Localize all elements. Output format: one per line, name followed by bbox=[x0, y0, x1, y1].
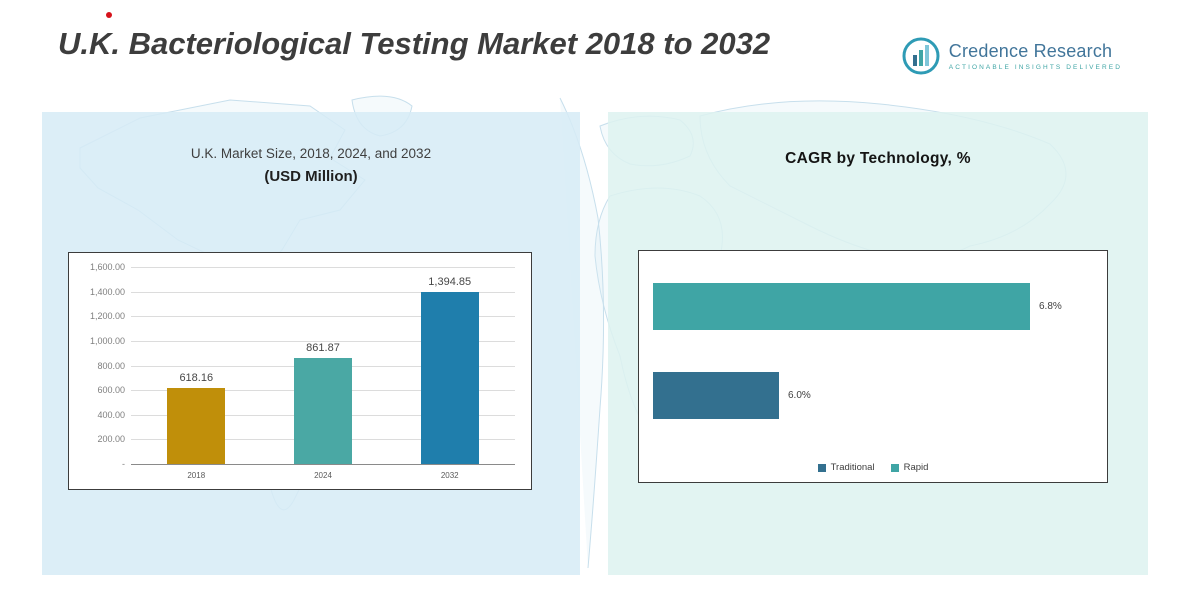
cagr-legend: Traditional Rapid bbox=[639, 462, 1107, 473]
market-size-title: U.K. Market Size, 2018, 2024, and 2032 (… bbox=[42, 146, 580, 185]
brand-name: Credence Research bbox=[948, 41, 1113, 61]
bar-2024: 861.87 bbox=[294, 267, 352, 464]
y-tick-label: 200.00 bbox=[97, 434, 125, 445]
brand-logo: Credence Research Actionable Insights De… bbox=[901, 36, 1122, 76]
brand-tagline: Actionable Insights Delivered bbox=[948, 64, 1122, 71]
bar-2018: 618.16 bbox=[167, 267, 226, 464]
page-title: U.K. Bacteriological Testing Market 2018… bbox=[58, 26, 771, 61]
cagr-panel: CAGR by Technology, % 6.8% 6.0% Traditio… bbox=[608, 112, 1148, 575]
market-size-plot-area: 1,600.00 1,400.00 1,200.00 1,000.00 800.… bbox=[90, 262, 515, 480]
bar-traditional: 6.0% bbox=[653, 372, 1093, 419]
bar-2032: 1,394.85 bbox=[420, 267, 479, 464]
y-tick-label: 400.00 bbox=[97, 409, 125, 420]
x-tick-label: 2032 bbox=[440, 471, 459, 480]
legend-label: Rapid bbox=[903, 462, 929, 473]
y-tick-label: 1,000.00 bbox=[89, 335, 125, 346]
cagr-title: CAGR by Technology, % bbox=[785, 150, 971, 167]
market-size-title-line2: (USD Million) bbox=[264, 168, 358, 185]
red-dot-decoration bbox=[106, 12, 112, 18]
bar-value-label: 6.8% bbox=[1039, 301, 1062, 312]
legend-item-traditional: Traditional bbox=[817, 462, 875, 473]
bar-value-label: 618.16 bbox=[179, 372, 214, 384]
bar-traditional-fill bbox=[653, 372, 779, 419]
bar-value-label: 861.87 bbox=[306, 342, 340, 354]
y-tick-label: 600.00 bbox=[97, 385, 125, 396]
cagr-chart: 6.8% 6.0% Traditional Rapid bbox=[638, 250, 1108, 483]
market-size-title-line1: U.K. Market Size, 2018, 2024, and 2032 bbox=[190, 146, 432, 161]
bar-value-label: 1,394.85 bbox=[428, 276, 472, 288]
bar-2018-fill bbox=[167, 388, 226, 464]
market-size-panel: U.K. Market Size, 2018, 2024, and 2032 (… bbox=[42, 112, 580, 575]
bar-rapid: 6.8% bbox=[653, 283, 1093, 330]
bar-2032-fill bbox=[420, 292, 479, 464]
legend-swatch-rapid bbox=[890, 463, 899, 472]
credence-logo-icon bbox=[902, 37, 940, 75]
bar-rapid-fill bbox=[653, 283, 1030, 330]
y-tick-label: 1,600.00 bbox=[89, 262, 125, 272]
brand-text: Credence Research Actionable Insights De… bbox=[949, 41, 1122, 71]
bar-value-label: 6.0% bbox=[788, 390, 811, 401]
x-tick-label: 2018 bbox=[187, 471, 206, 480]
bar-2024-fill bbox=[294, 358, 352, 464]
y-tick-label: 1,400.00 bbox=[89, 286, 125, 297]
y-tick-label: - bbox=[122, 459, 125, 469]
y-tick-label: 800.00 bbox=[97, 360, 125, 371]
legend-item-rapid: Rapid bbox=[890, 462, 929, 473]
x-tick-label: 2024 bbox=[314, 471, 332, 480]
legend-swatch-traditional bbox=[817, 463, 826, 472]
market-size-chart: 1,600.00 1,400.00 1,200.00 1,000.00 800.… bbox=[68, 252, 532, 490]
legend-label: Traditional bbox=[830, 462, 875, 473]
y-tick-label: 1,200.00 bbox=[89, 311, 125, 322]
